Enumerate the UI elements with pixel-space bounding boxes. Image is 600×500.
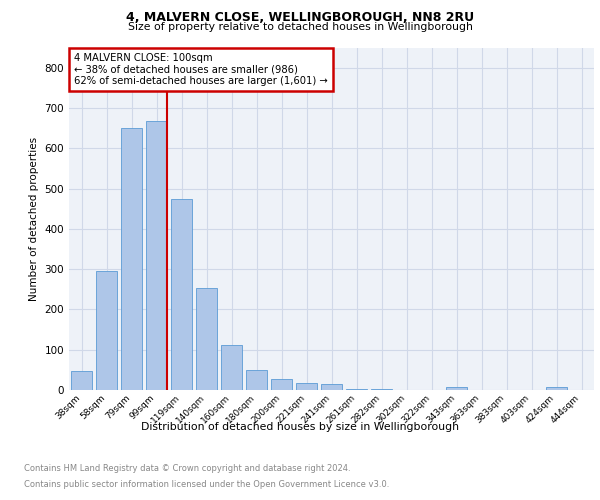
Bar [146,121,167,390]
Text: Contains HM Land Registry data © Crown copyright and database right 2024.: Contains HM Land Registry data © Crown c… [24,464,350,473]
Bar [121,128,142,390]
Bar [446,387,467,390]
Bar [546,387,567,390]
Bar [296,382,317,390]
Bar [96,271,117,390]
Y-axis label: Number of detached properties: Number of detached properties [29,136,39,301]
Text: Size of property relative to detached houses in Wellingborough: Size of property relative to detached ho… [128,22,472,32]
Bar [271,379,292,390]
Bar [196,288,217,390]
Bar [321,384,342,390]
Text: Distribution of detached houses by size in Wellingborough: Distribution of detached houses by size … [141,422,459,432]
Text: 4, MALVERN CLOSE, WELLINGBOROUGH, NN8 2RU: 4, MALVERN CLOSE, WELLINGBOROUGH, NN8 2R… [126,11,474,24]
Bar [221,345,242,390]
Bar [71,371,92,390]
Bar [371,389,392,390]
Text: 4 MALVERN CLOSE: 100sqm
← 38% of detached houses are smaller (986)
62% of semi-d: 4 MALVERN CLOSE: 100sqm ← 38% of detache… [74,52,328,86]
Text: Contains public sector information licensed under the Open Government Licence v3: Contains public sector information licen… [24,480,389,489]
Bar [171,198,192,390]
Bar [246,370,267,390]
Bar [346,389,367,390]
